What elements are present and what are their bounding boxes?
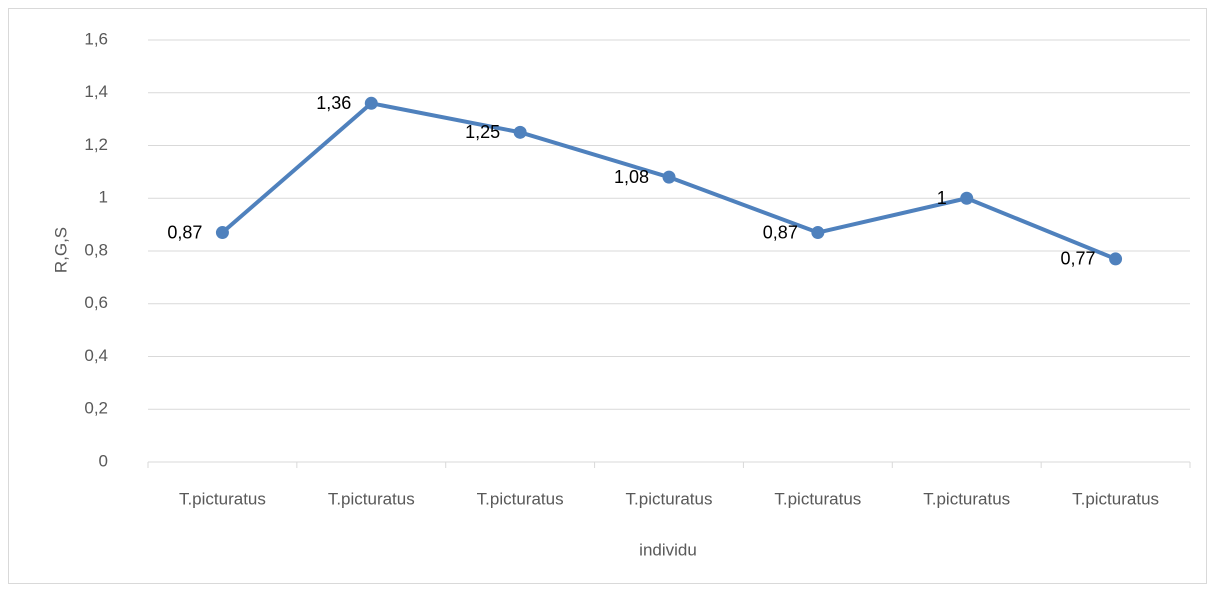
data-label: 1 [937,188,947,208]
point [364,96,378,110]
x-tick-label: T.picturatus [1072,489,1159,508]
point [1109,252,1123,266]
point [513,125,527,139]
x-axis-label: individu [639,540,697,559]
data-label: 1,36 [316,93,351,113]
x-tick-label: T.picturatus [774,489,861,508]
y-axis-label: R,G,S [51,227,70,273]
point [662,170,676,184]
y-tick-label: 0,2 [84,399,108,418]
data-label: 0,87 [763,222,798,242]
y-tick-label: 0,4 [84,346,108,365]
point [215,226,229,240]
x-tick-label: T.picturatus [179,489,266,508]
x-tick-label: T.picturatus [626,489,713,508]
x-tick-label: T.picturatus [477,489,564,508]
data-label: 1,08 [614,167,649,187]
point [811,226,825,240]
data-label: 0,87 [167,222,202,242]
y-tick-label: 0 [99,451,108,470]
y-tick-label: 1,2 [84,135,108,154]
data-label: 1,25 [465,122,500,142]
y-tick-label: 0,8 [84,240,108,259]
data-label: 0,77 [1061,249,1096,269]
y-tick-label: 1 [99,188,108,207]
point [960,191,974,205]
x-tick-label: T.picturatus [328,489,415,508]
y-tick-label: 0,6 [84,293,108,312]
x-tick-label: T.picturatus [923,489,1010,508]
y-tick-label: 1,4 [84,82,108,101]
y-tick-label: 1,6 [84,29,108,48]
chart-frame [8,8,1207,584]
